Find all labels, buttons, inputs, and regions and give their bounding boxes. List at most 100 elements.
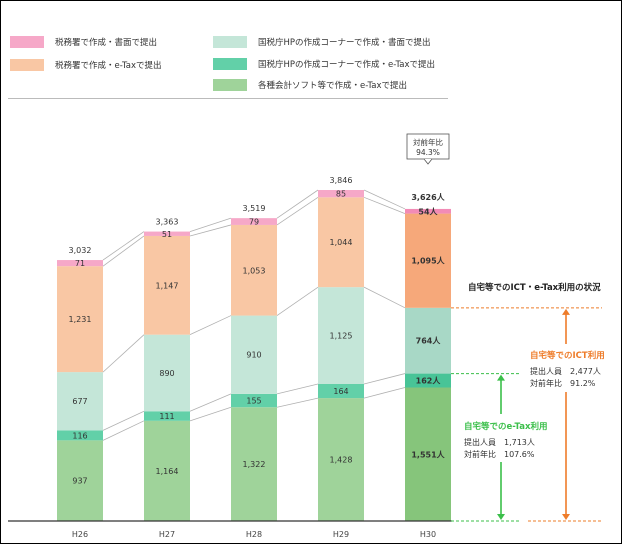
data-label: 937 bbox=[72, 477, 87, 486]
bar-segment bbox=[318, 190, 364, 198]
data-label: 164 bbox=[333, 387, 348, 396]
connector-line bbox=[102, 231, 145, 261]
legend-swatch bbox=[10, 36, 44, 48]
bar-segment bbox=[231, 218, 277, 225]
x-tick-label: H29 bbox=[333, 530, 349, 539]
legend-divider bbox=[8, 98, 448, 99]
data-label: 890 bbox=[159, 369, 174, 378]
etax-heading: 自宅等でのe-Tax利用 bbox=[464, 422, 548, 432]
total-label: 3,032 bbox=[69, 246, 92, 255]
legend-swatch bbox=[213, 58, 247, 70]
x-tick-label: H27 bbox=[159, 530, 175, 539]
bar-segment bbox=[231, 224, 277, 316]
connector-line bbox=[363, 286, 406, 309]
bar-segment bbox=[144, 420, 190, 521]
bar-segment bbox=[144, 334, 190, 412]
callout-pointer bbox=[423, 158, 433, 165]
data-label: 111 bbox=[159, 412, 174, 421]
x-tick-label: H28 bbox=[246, 530, 262, 539]
data-label: 85 bbox=[336, 190, 346, 199]
bar-segment bbox=[57, 372, 103, 431]
connector-line bbox=[276, 383, 319, 395]
bar-segment bbox=[57, 266, 103, 373]
callout-line1: 対前年比 bbox=[413, 137, 443, 147]
connector-line bbox=[189, 217, 232, 232]
bar-segment bbox=[318, 287, 364, 384]
etax-submitters: 提出人員 1,713人 bbox=[464, 438, 535, 447]
connector-line bbox=[189, 224, 232, 237]
legend-label: 各種会計ソフト等で作成・e-Taxで提出 bbox=[258, 81, 408, 91]
total-label: 3,363 bbox=[156, 218, 179, 227]
data-label: 1,125 bbox=[330, 332, 353, 341]
data-label: 677 bbox=[72, 397, 87, 406]
bar-segment bbox=[231, 393, 277, 408]
legend: 税務署で作成・書面で提出 税務署で作成・e-Taxで提出 国税庁HPの作成コーナ… bbox=[0, 0, 622, 100]
bar-segment bbox=[405, 208, 451, 214]
connector-line bbox=[102, 235, 145, 267]
data-label: 162人 bbox=[416, 376, 442, 386]
bar-segment bbox=[318, 197, 364, 288]
total-label: 3,519 bbox=[243, 204, 266, 213]
bar-segment bbox=[57, 430, 103, 441]
connector-line bbox=[102, 420, 145, 441]
callout-line2: 94.3% bbox=[416, 148, 440, 157]
data-label: 116 bbox=[72, 431, 87, 440]
data-label: 1,164 bbox=[156, 467, 179, 476]
legend-item: 税務署で作成・書面で提出 bbox=[10, 36, 157, 48]
data-label: 1,231 bbox=[69, 315, 92, 324]
legend-label: 税務署で作成・e-Taxで提出 bbox=[55, 61, 162, 71]
data-label: 51 bbox=[162, 230, 172, 239]
annotation-title: 自宅等でのICT・e-Tax利用の状況 bbox=[468, 283, 601, 293]
data-label: 910 bbox=[246, 351, 261, 360]
bar-segment bbox=[405, 373, 451, 388]
connector-line bbox=[363, 189, 406, 210]
connector-line bbox=[189, 315, 232, 336]
connector-line bbox=[363, 196, 406, 214]
data-label: 1,428 bbox=[330, 456, 353, 465]
legend-label: 国税庁HPの作成コーナーで作成・書面で提出 bbox=[258, 38, 431, 48]
connector-line bbox=[276, 397, 319, 408]
legend-label: 国税庁HPの作成コーナーで作成・e-Taxで提出 bbox=[258, 60, 436, 70]
total-label: 3,626人 bbox=[411, 192, 445, 202]
bar-segment bbox=[231, 315, 277, 394]
legend-swatch bbox=[213, 79, 247, 91]
total-label: 3,846 bbox=[330, 176, 353, 185]
connector-line bbox=[276, 189, 319, 219]
connector-line bbox=[363, 387, 406, 399]
etax-arrow-head bbox=[497, 374, 505, 381]
bar-segment bbox=[57, 440, 103, 521]
bar-segment bbox=[57, 260, 103, 267]
data-label: 764人 bbox=[416, 336, 442, 346]
data-label: 79 bbox=[249, 218, 259, 227]
bar-segment bbox=[405, 213, 451, 308]
data-label: 1,551人 bbox=[411, 449, 445, 459]
legend-item: 国税庁HPの作成コーナーで作成・書面で提出 bbox=[213, 36, 431, 48]
legend-swatch bbox=[213, 36, 247, 48]
data-label: 1,053 bbox=[243, 266, 266, 275]
ict-submitters: 提出人員 2,477人 bbox=[530, 367, 601, 376]
data-label: 1,044 bbox=[330, 238, 353, 247]
ict-yoy: 対前年比 91.2% bbox=[530, 379, 596, 388]
legend-swatch bbox=[10, 59, 44, 71]
data-label: 155 bbox=[246, 397, 261, 406]
data-label: 1,322 bbox=[243, 460, 266, 469]
legend-item: 国税庁HPの作成コーナーで作成・e-Taxで提出 bbox=[213, 58, 435, 70]
etax-yoy: 対前年比 107.6% bbox=[464, 450, 535, 459]
data-label: 1,095人 bbox=[411, 256, 445, 266]
connector-line bbox=[189, 393, 232, 412]
bar-segment bbox=[144, 235, 190, 335]
connector-line bbox=[102, 334, 145, 373]
ict-heading: 自宅等でのICT利用 bbox=[530, 351, 605, 361]
connector-line bbox=[276, 196, 319, 226]
data-label: 1,147 bbox=[156, 281, 179, 290]
bar-segment bbox=[318, 398, 364, 521]
connector-line bbox=[363, 373, 406, 385]
data-label: 71 bbox=[75, 259, 85, 268]
bar-segment bbox=[405, 307, 451, 374]
legend-label: 税務署で作成・書面で提出 bbox=[55, 38, 158, 48]
ict-arrow-head bbox=[562, 514, 570, 520]
bar-segment bbox=[144, 411, 190, 421]
connector-line bbox=[189, 406, 232, 422]
data-label: 54人 bbox=[418, 206, 438, 216]
